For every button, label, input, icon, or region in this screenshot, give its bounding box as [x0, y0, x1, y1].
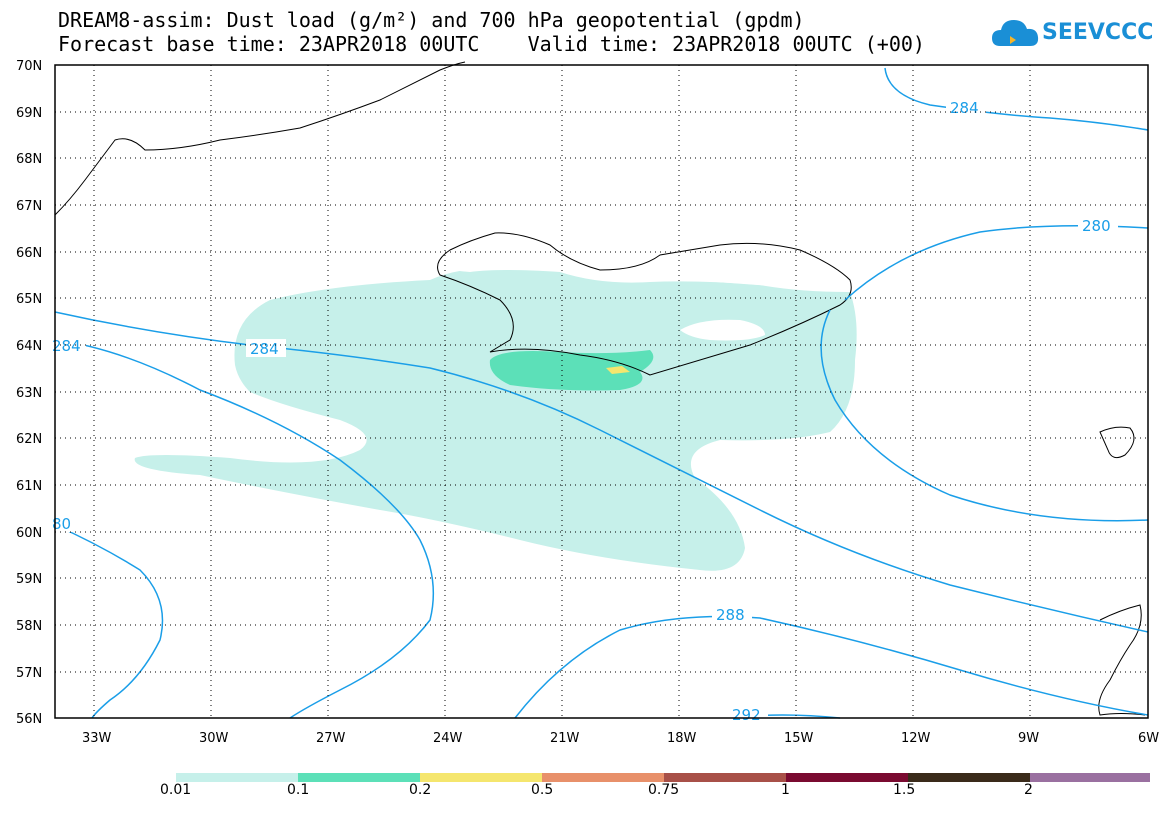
iceland-coastline [437, 232, 852, 376]
lat-label: 69N [16, 106, 42, 121]
colorbar-swatch [664, 773, 786, 782]
contour-280-sw [54, 524, 164, 719]
lon-label: 27W [316, 731, 346, 746]
longitude-labels: 33W 30W 27W 24W 21W 18W 15W 12W 9W 6W [82, 731, 1159, 746]
latitude-labels: 70N 69N 68N 67N 66N 65N 64N 63N 62N 61N … [16, 59, 42, 727]
lat-label: 58N [16, 619, 42, 634]
lon-label: 21W [550, 731, 580, 746]
colorbar-swatch [298, 773, 420, 782]
lon-label: 18W [667, 731, 697, 746]
lat-label: 66N [16, 246, 42, 261]
contour-label-280: 280 [1082, 217, 1111, 235]
lat-label: 67N [16, 199, 42, 214]
contour-280 [844, 225, 1149, 301]
lat-label: 70N [16, 59, 42, 74]
lat-label: 64N [16, 339, 42, 354]
colorbar-label: 0.5 [531, 782, 554, 798]
lat-label: 59N [16, 572, 42, 587]
colorbar-swatch [542, 773, 664, 782]
contour-label-288: 288 [716, 606, 745, 624]
map-subtitle: Forecast base time: 23APR2018 00UTC Vali… [58, 32, 925, 56]
cloud-icon [992, 20, 1039, 46]
contour-284-sw [54, 339, 435, 719]
colorbar-label: 1.5 [893, 782, 916, 798]
colorbar-label: 0.01 [160, 782, 192, 798]
glacier-blank [680, 319, 765, 341]
contour-label-280-west: 80 [52, 515, 71, 533]
contour-288 [514, 615, 1149, 719]
logo-text: SEEVCCC [1042, 20, 1154, 45]
contour-280-east [820, 309, 1149, 522]
dust-area-mid [489, 350, 654, 391]
map-title: DREAM8-assim: Dust load (g/m²) and 700 h… [58, 8, 805, 32]
contour-label-284-north: 284 [950, 99, 979, 117]
map-frame [54, 64, 1149, 719]
lon-label: 9W [1018, 731, 1039, 746]
lat-label: 63N [16, 386, 42, 401]
lon-label: 33W [82, 731, 112, 746]
colorbar-swatch [1030, 773, 1150, 782]
dust-area-high [606, 366, 630, 374]
lon-label: 30W [199, 731, 229, 746]
contour-284-north [884, 67, 1149, 131]
lat-label: 68N [16, 152, 42, 167]
contour-label-292: 292 [732, 706, 761, 724]
scotland-coastline [1098, 604, 1146, 716]
contour-label-284-west: 284 [52, 337, 81, 355]
colorbar-label: 0.1 [287, 782, 310, 798]
colorbar-label: 0.2 [409, 782, 432, 798]
colorbar-swatch [420, 773, 542, 782]
dust-area-low [134, 267, 857, 571]
grid-lines [55, 65, 1148, 718]
lon-label: 15W [784, 731, 814, 746]
lon-label: 12W [901, 731, 931, 746]
colorbar-label: 1 [781, 782, 790, 798]
lat-label: 60N [16, 526, 42, 541]
lat-label: 65N [16, 292, 42, 307]
lat-label: 61N [16, 479, 42, 494]
lon-label: 6W [1138, 731, 1159, 746]
map-plot-area: 284 280 284 284 288 292 80 [52, 61, 1149, 724]
colorbar-label: 0.75 [648, 782, 680, 798]
seevccc-logo: SEEVCCC [990, 14, 1153, 54]
colorbar [176, 773, 1150, 782]
lat-label: 57N [16, 666, 42, 681]
colorbar-swatch [176, 773, 298, 782]
greenland-coastline [54, 61, 466, 216]
lat-label: 56N [16, 712, 42, 727]
colorbar-swatch [908, 773, 1030, 782]
faroe-islands [1099, 426, 1135, 459]
contour-label-284-main: 284 [250, 340, 279, 358]
colorbar-label: 2 [1024, 782, 1033, 798]
colorbar-swatch [786, 773, 908, 782]
lat-label: 62N [16, 432, 42, 447]
lon-label: 24W [433, 731, 463, 746]
